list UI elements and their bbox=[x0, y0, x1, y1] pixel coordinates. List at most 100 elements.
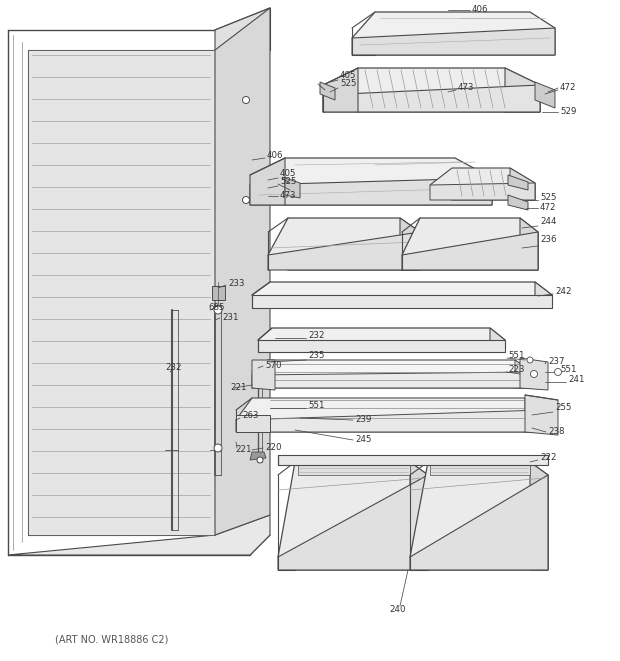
Text: 232: 232 bbox=[165, 364, 182, 373]
Polygon shape bbox=[430, 168, 535, 200]
Text: 525: 525 bbox=[340, 79, 356, 89]
Polygon shape bbox=[258, 340, 505, 352]
Polygon shape bbox=[508, 175, 528, 190]
Text: 406: 406 bbox=[472, 5, 489, 15]
Text: 232: 232 bbox=[308, 332, 324, 340]
Polygon shape bbox=[212, 286, 225, 300]
Text: 255: 255 bbox=[555, 403, 572, 412]
Text: 221: 221 bbox=[230, 383, 247, 393]
Polygon shape bbox=[215, 8, 270, 535]
Text: (ART NO. WR18886 C2): (ART NO. WR18886 C2) bbox=[55, 635, 169, 645]
Polygon shape bbox=[430, 183, 535, 200]
Text: 472: 472 bbox=[540, 204, 557, 212]
Text: 242: 242 bbox=[555, 288, 572, 297]
Polygon shape bbox=[535, 282, 552, 308]
Polygon shape bbox=[530, 462, 548, 570]
Polygon shape bbox=[298, 464, 410, 475]
Circle shape bbox=[531, 371, 538, 377]
Polygon shape bbox=[215, 8, 270, 50]
Polygon shape bbox=[258, 328, 505, 352]
Text: 685: 685 bbox=[208, 303, 224, 313]
Text: 570: 570 bbox=[265, 360, 281, 369]
Polygon shape bbox=[410, 462, 428, 570]
Polygon shape bbox=[520, 218, 538, 270]
Polygon shape bbox=[525, 395, 558, 435]
Text: 405: 405 bbox=[340, 71, 356, 81]
Circle shape bbox=[242, 97, 249, 104]
Polygon shape bbox=[505, 68, 540, 112]
Polygon shape bbox=[252, 360, 532, 388]
Polygon shape bbox=[236, 398, 542, 432]
Polygon shape bbox=[323, 68, 358, 112]
Text: 551: 551 bbox=[508, 352, 525, 360]
Text: 472: 472 bbox=[560, 83, 577, 93]
Text: 233: 233 bbox=[228, 278, 244, 288]
Circle shape bbox=[242, 196, 249, 204]
Text: 222: 222 bbox=[540, 453, 557, 463]
Text: 239: 239 bbox=[355, 416, 371, 424]
Polygon shape bbox=[515, 360, 532, 388]
Text: 240: 240 bbox=[390, 605, 406, 615]
Polygon shape bbox=[323, 68, 540, 112]
Text: 238: 238 bbox=[548, 428, 564, 436]
Polygon shape bbox=[268, 218, 420, 270]
Text: 473: 473 bbox=[458, 83, 474, 93]
Polygon shape bbox=[400, 218, 420, 270]
Text: 223: 223 bbox=[508, 366, 525, 375]
Text: 237: 237 bbox=[548, 358, 564, 366]
Text: 231: 231 bbox=[222, 313, 239, 323]
Polygon shape bbox=[402, 218, 538, 270]
Text: 406: 406 bbox=[267, 151, 283, 161]
Text: eReplacementParts.com: eReplacementParts.com bbox=[184, 329, 346, 342]
Text: 263: 263 bbox=[242, 410, 259, 420]
Polygon shape bbox=[28, 50, 215, 535]
Text: 473: 473 bbox=[280, 190, 296, 200]
Circle shape bbox=[554, 368, 562, 375]
Polygon shape bbox=[535, 82, 555, 108]
Polygon shape bbox=[510, 168, 535, 200]
Polygon shape bbox=[278, 475, 428, 570]
Polygon shape bbox=[268, 232, 420, 270]
Polygon shape bbox=[520, 358, 548, 390]
Polygon shape bbox=[250, 158, 492, 205]
Polygon shape bbox=[323, 85, 540, 112]
Text: 236: 236 bbox=[540, 235, 557, 245]
Polygon shape bbox=[320, 82, 335, 100]
Text: 221: 221 bbox=[235, 446, 252, 455]
Polygon shape bbox=[252, 295, 552, 308]
Circle shape bbox=[257, 457, 263, 463]
Text: 244: 244 bbox=[540, 217, 557, 227]
Polygon shape bbox=[410, 475, 548, 570]
Polygon shape bbox=[508, 195, 528, 210]
Polygon shape bbox=[352, 28, 555, 55]
Polygon shape bbox=[250, 178, 492, 205]
Polygon shape bbox=[252, 282, 552, 308]
Polygon shape bbox=[250, 158, 285, 205]
Text: 245: 245 bbox=[355, 436, 371, 444]
Polygon shape bbox=[278, 455, 548, 465]
Polygon shape bbox=[278, 462, 428, 570]
Polygon shape bbox=[352, 12, 555, 55]
Polygon shape bbox=[285, 178, 300, 198]
Text: 551: 551 bbox=[560, 366, 577, 375]
Text: 525: 525 bbox=[280, 178, 296, 186]
Text: 235: 235 bbox=[308, 350, 324, 360]
Polygon shape bbox=[430, 464, 530, 475]
Text: 405: 405 bbox=[280, 169, 296, 178]
Polygon shape bbox=[490, 328, 505, 352]
Polygon shape bbox=[402, 232, 538, 270]
Polygon shape bbox=[250, 452, 266, 460]
Text: 529: 529 bbox=[560, 108, 577, 116]
Polygon shape bbox=[410, 462, 548, 570]
Polygon shape bbox=[236, 415, 270, 432]
Text: 241: 241 bbox=[568, 375, 585, 385]
Text: 220: 220 bbox=[265, 444, 281, 453]
Polygon shape bbox=[236, 410, 542, 432]
Polygon shape bbox=[252, 372, 532, 388]
Text: 525: 525 bbox=[540, 194, 557, 202]
Circle shape bbox=[527, 357, 533, 363]
Circle shape bbox=[214, 306, 222, 314]
Circle shape bbox=[214, 444, 222, 452]
Text: 551: 551 bbox=[308, 401, 324, 410]
Polygon shape bbox=[8, 515, 270, 555]
